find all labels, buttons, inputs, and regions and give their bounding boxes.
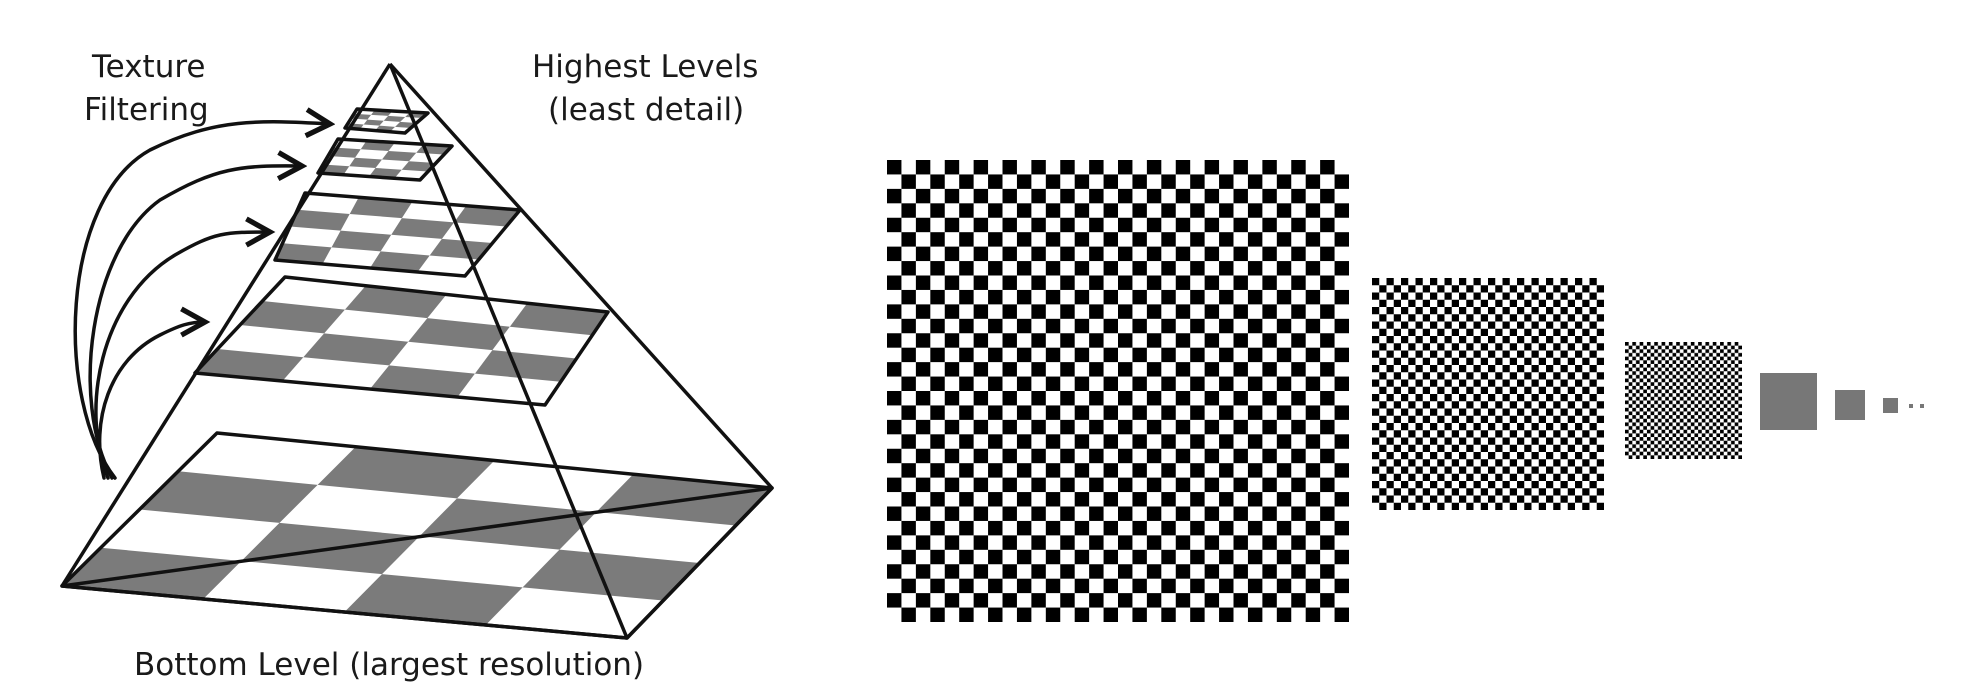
level-tile bbox=[522, 549, 700, 601]
level-tile bbox=[275, 243, 332, 264]
level-tile bbox=[331, 230, 392, 252]
filtering-arrow-4 bbox=[97, 322, 205, 480]
level-tile bbox=[290, 209, 350, 231]
level-outline bbox=[316, 137, 454, 182]
level-tile bbox=[139, 471, 318, 523]
pyramid-edge-right bbox=[388, 62, 774, 490]
level-tile bbox=[401, 161, 436, 172]
mip-pyramid bbox=[60, 62, 774, 640]
highest-levels-label-line2: (least detail) bbox=[548, 92, 744, 128]
pyramid-edges bbox=[60, 62, 774, 640]
pyramid-edge-front bbox=[388, 63, 629, 639]
level-tile bbox=[383, 115, 406, 122]
level-tile bbox=[349, 157, 382, 168]
level-tile bbox=[303, 333, 409, 366]
level-outline bbox=[343, 107, 430, 135]
pyramid-level-1 bbox=[193, 275, 610, 407]
level-tile bbox=[344, 285, 447, 319]
level-tile bbox=[317, 446, 495, 499]
level-tile bbox=[370, 251, 430, 272]
level-tile bbox=[382, 151, 417, 162]
texture-filtering-label-line2: Filtering bbox=[84, 92, 209, 128]
filtering-arrow-2 bbox=[88, 166, 302, 480]
pyramid-base-outline bbox=[60, 486, 774, 640]
level-tile bbox=[349, 197, 413, 219]
level-tile bbox=[370, 365, 475, 397]
highest-levels-label-line1: Highest Levels bbox=[532, 49, 758, 85]
mip-level-4 bbox=[1835, 390, 1865, 420]
level-outline bbox=[193, 275, 610, 407]
pyramid-level-2 bbox=[273, 191, 522, 278]
filtering-arrow-3 bbox=[94, 232, 270, 480]
mip-level-5 bbox=[1883, 398, 1898, 413]
level-tile bbox=[363, 119, 384, 126]
texture-filtering-arrows bbox=[73, 122, 330, 480]
level-tile bbox=[454, 205, 520, 227]
pyramid-level-3 bbox=[316, 137, 454, 182]
pyramid-levels bbox=[60, 107, 774, 640]
level-tile bbox=[509, 303, 608, 336]
mip-level-1 bbox=[1372, 278, 1604, 510]
mipmap-chain bbox=[887, 160, 1924, 622]
mip-level-2 bbox=[1625, 342, 1742, 459]
bottom-level-label: Bottom Level (largest resolution) bbox=[134, 647, 644, 683]
continuation-dot bbox=[1920, 404, 1924, 408]
level-tile bbox=[344, 574, 523, 625]
level-tile bbox=[429, 238, 493, 260]
texture-filtering-label-line1: Texture bbox=[91, 49, 205, 85]
level-tile bbox=[474, 350, 577, 382]
mip-level-3 bbox=[1760, 373, 1817, 430]
pyramid-edge-left bbox=[60, 63, 392, 587]
level-tile bbox=[391, 218, 455, 239]
level-tile bbox=[240, 301, 345, 334]
mip-level-0 bbox=[887, 160, 1349, 622]
continuation-dot bbox=[1909, 404, 1913, 408]
level-tile bbox=[408, 318, 510, 351]
pyramid-level-4 bbox=[343, 107, 430, 135]
filtering-arrow-1 bbox=[73, 122, 330, 480]
level-tile bbox=[195, 349, 304, 381]
